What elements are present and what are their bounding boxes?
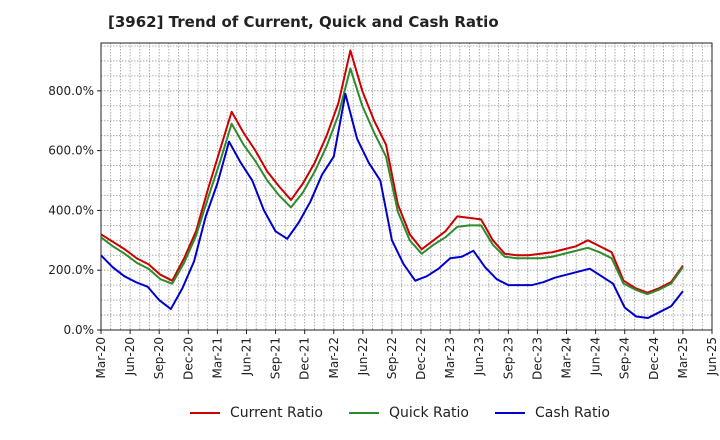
legend: Current Ratio Quick Ratio Cash Ratio (190, 405, 610, 421)
legend-swatch-quick (348, 412, 379, 414)
y-axis: 0.0% 200.0% 400.0% 600.0% 800.0% (48, 84, 101, 337)
x-tick-label: Jun-20 (123, 337, 137, 376)
x-tick-label: Mar-21 (210, 337, 224, 378)
series-line-current-ratio (100, 49, 684, 294)
x-tick-label: Jun-25 (705, 337, 719, 376)
x-tick-label: Sep-24 (618, 337, 632, 379)
series-line-quick-ratio (100, 67, 684, 296)
x-tick-label: Sep-23 (501, 337, 515, 379)
x-tick-label: Jun-24 (589, 337, 603, 376)
x-tick-label: Dec-24 (647, 337, 661, 380)
x-tick-label: Dec-23 (530, 337, 544, 380)
plot-frame (100, 42, 713, 331)
legend-label-cash: Cash Ratio (534, 405, 610, 421)
legend-item-current-ratio[interactable]: Current Ratio (190, 405, 323, 421)
x-tick-label: Jun-23 (472, 337, 486, 376)
x-tick-label: Mar-25 (676, 337, 690, 378)
y-tick-label: 800.0% (48, 84, 94, 98)
legend-item-quick-ratio[interactable]: Quick Ratio (348, 405, 469, 421)
grid (100, 43, 713, 331)
x-tick-label: Dec-20 (181, 337, 195, 380)
x-tick-label: Mar-20 (94, 337, 108, 378)
y-tick-label: 600.0% (48, 144, 94, 158)
x-tick-label: Dec-21 (298, 337, 312, 380)
legend-label-current: Current Ratio (230, 405, 323, 421)
y-tick-label: 400.0% (48, 203, 94, 217)
x-tick-label: Jun-21 (239, 337, 253, 376)
y-tick-label: 0.0% (64, 323, 95, 337)
x-tick-label: Mar-24 (560, 337, 574, 378)
x-tick-label: Dec-22 (414, 337, 428, 380)
x-axis: Mar-20 Jun-20 Sep-20 Dec-20 Mar-21 Jun-21 Sep-… (94, 330, 719, 380)
y-tick-label: 200.0% (48, 263, 94, 277)
legend-swatch-current (190, 412, 220, 414)
x-tick-label: Mar-22 (327, 337, 341, 378)
chart-title: [3962] Trend of Current, Quick and Cash … (108, 13, 499, 31)
x-tick-label: Jun-22 (356, 337, 370, 376)
legend-item-cash-ratio[interactable]: Cash Ratio (494, 405, 610, 421)
legend-label-quick: Quick Ratio (388, 405, 469, 421)
legend-swatch-cash (494, 412, 525, 414)
series-layer (100, 49, 684, 320)
x-tick-label: Sep-22 (385, 337, 399, 379)
x-tick-label: Sep-21 (269, 337, 283, 379)
x-tick-label: Sep-20 (152, 337, 166, 379)
x-tick-label: Mar-23 (443, 337, 457, 378)
